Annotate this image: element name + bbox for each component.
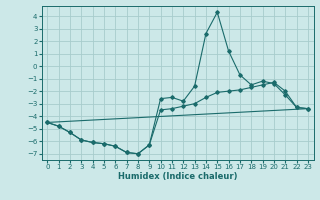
X-axis label: Humidex (Indice chaleur): Humidex (Indice chaleur) — [118, 172, 237, 181]
